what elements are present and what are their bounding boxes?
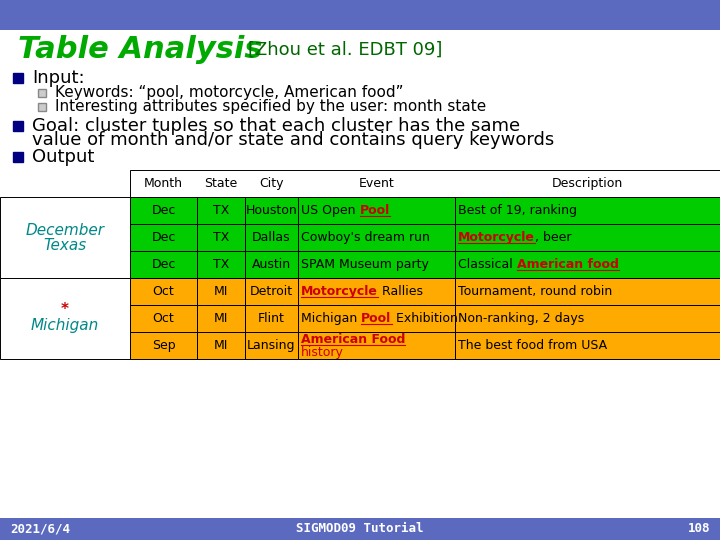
Text: Goal: cluster tuples so that each cluster has the same: Goal: cluster tuples so that each cluste… bbox=[32, 117, 520, 135]
Bar bbox=[298, 251, 455, 278]
Bar bbox=[298, 305, 455, 332]
Bar bbox=[0, 0, 720, 30]
Text: City: City bbox=[259, 177, 284, 190]
Bar bbox=[130, 251, 197, 278]
Text: , beer: , beer bbox=[535, 231, 572, 244]
Text: Sep: Sep bbox=[152, 339, 175, 352]
Bar bbox=[130, 278, 197, 305]
Bar bbox=[0, 197, 130, 278]
Text: Non-ranking, 2 days: Non-ranking, 2 days bbox=[458, 312, 584, 325]
Bar bbox=[197, 278, 245, 305]
Text: American Food: American Food bbox=[301, 333, 405, 346]
Text: Pool: Pool bbox=[361, 312, 392, 325]
Bar bbox=[245, 197, 298, 224]
Text: Detroit: Detroit bbox=[250, 285, 293, 298]
Text: Oct: Oct bbox=[153, 312, 174, 325]
Text: December: December bbox=[25, 223, 104, 238]
Bar bbox=[245, 224, 298, 251]
Bar bbox=[455, 224, 720, 251]
Text: value of month and/or state and contains query keywords: value of month and/or state and contains… bbox=[32, 131, 554, 149]
Text: Houston: Houston bbox=[246, 204, 297, 217]
Text: Dec: Dec bbox=[151, 231, 176, 244]
Text: Flint: Flint bbox=[258, 312, 285, 325]
Text: Keywords: “pool, motorcycle, American food”: Keywords: “pool, motorcycle, American fo… bbox=[55, 85, 403, 100]
Text: Dec: Dec bbox=[151, 258, 176, 271]
Bar bbox=[298, 332, 455, 359]
Text: MI: MI bbox=[214, 339, 228, 352]
Text: Interesting attributes specified by the user: month state: Interesting attributes specified by the … bbox=[55, 99, 486, 114]
Text: Pool: Pool bbox=[359, 204, 390, 217]
Text: 2021/6/4: 2021/6/4 bbox=[10, 523, 70, 536]
Text: Michigan: Michigan bbox=[301, 312, 361, 325]
Text: Output: Output bbox=[32, 148, 94, 166]
Text: MI: MI bbox=[214, 312, 228, 325]
Text: American food: American food bbox=[517, 258, 618, 271]
Text: Dallas: Dallas bbox=[252, 231, 291, 244]
Bar bbox=[455, 278, 720, 305]
Bar bbox=[298, 224, 455, 251]
Bar bbox=[455, 305, 720, 332]
Text: history: history bbox=[301, 346, 344, 359]
Text: Oct: Oct bbox=[153, 285, 174, 298]
Bar bbox=[0, 278, 130, 359]
Text: SPAM Museum party: SPAM Museum party bbox=[301, 258, 429, 271]
Bar bbox=[298, 197, 455, 224]
Text: Michigan: Michigan bbox=[31, 318, 99, 333]
Bar bbox=[130, 197, 197, 224]
Bar bbox=[130, 224, 197, 251]
Bar bbox=[245, 278, 298, 305]
Text: Input:: Input: bbox=[32, 69, 85, 87]
Text: 108: 108 bbox=[688, 523, 710, 536]
Bar bbox=[197, 224, 245, 251]
Text: Dec: Dec bbox=[151, 204, 176, 217]
Text: Tournament, round robin: Tournament, round robin bbox=[458, 285, 612, 298]
Bar bbox=[245, 251, 298, 278]
Bar bbox=[455, 251, 720, 278]
Text: Table Analysis: Table Analysis bbox=[18, 36, 263, 64]
Bar bbox=[298, 278, 455, 305]
Text: TX: TX bbox=[213, 258, 229, 271]
Text: TX: TX bbox=[213, 204, 229, 217]
Text: Austin: Austin bbox=[252, 258, 291, 271]
Text: Texas: Texas bbox=[43, 238, 86, 253]
Text: Motorcycle: Motorcycle bbox=[458, 231, 535, 244]
Text: [Zhou et al. EDBT 09]: [Zhou et al. EDBT 09] bbox=[248, 41, 442, 59]
Text: Rallies: Rallies bbox=[378, 285, 423, 298]
Text: Lansing: Lansing bbox=[247, 339, 296, 352]
Text: State: State bbox=[204, 177, 238, 190]
Text: *: * bbox=[61, 302, 69, 317]
Text: Best of 19, ranking: Best of 19, ranking bbox=[458, 204, 577, 217]
Bar bbox=[130, 332, 197, 359]
Text: Description: Description bbox=[552, 177, 623, 190]
Bar bbox=[455, 332, 720, 359]
Text: US Open: US Open bbox=[301, 204, 359, 217]
Bar bbox=[130, 305, 197, 332]
Bar bbox=[197, 305, 245, 332]
Text: Cowboy's dream run: Cowboy's dream run bbox=[301, 231, 430, 244]
Bar bbox=[197, 251, 245, 278]
Text: TX: TX bbox=[213, 231, 229, 244]
Text: Motorcycle: Motorcycle bbox=[301, 285, 378, 298]
Text: SIGMOD09 Tutorial: SIGMOD09 Tutorial bbox=[296, 523, 424, 536]
Text: MI: MI bbox=[214, 285, 228, 298]
Bar bbox=[197, 332, 245, 359]
Bar bbox=[455, 197, 720, 224]
Bar bbox=[245, 332, 298, 359]
Bar bbox=[197, 197, 245, 224]
Bar bbox=[0, 518, 720, 540]
Text: Month: Month bbox=[144, 177, 183, 190]
Text: Exhibition: Exhibition bbox=[392, 312, 457, 325]
Bar bbox=[130, 170, 720, 197]
Text: Event: Event bbox=[359, 177, 395, 190]
Text: Classical: Classical bbox=[458, 258, 517, 271]
Bar bbox=[245, 305, 298, 332]
Text: The best food from USA: The best food from USA bbox=[458, 339, 607, 352]
